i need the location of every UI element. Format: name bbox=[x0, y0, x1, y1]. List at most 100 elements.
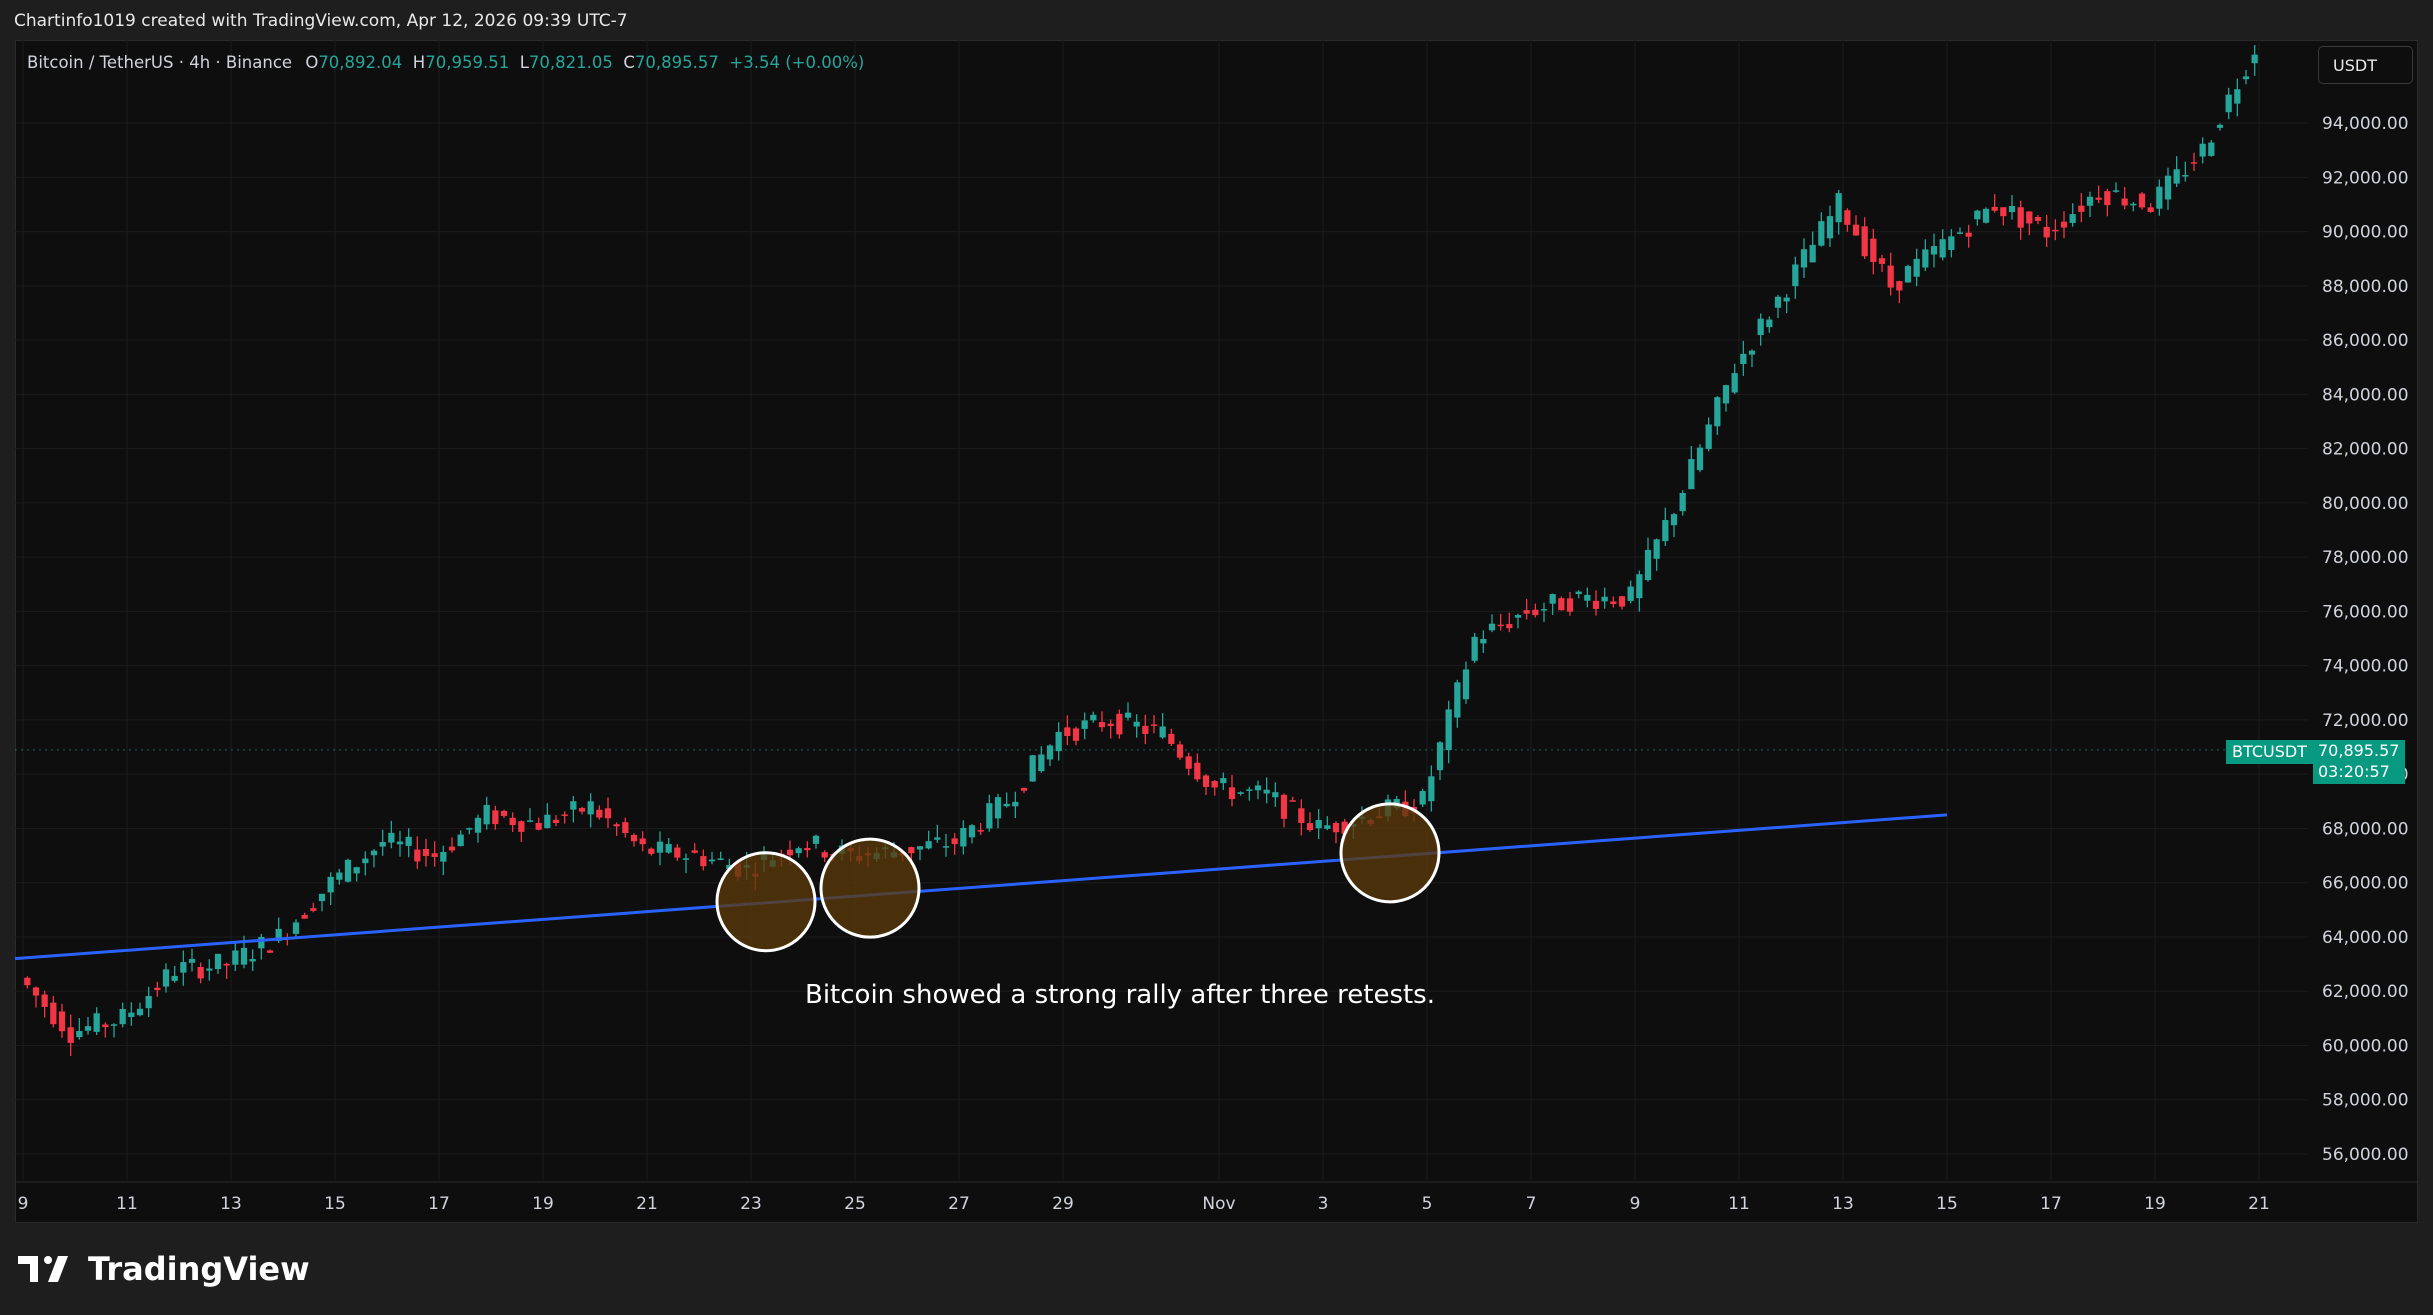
legend-low-label: L bbox=[519, 53, 529, 72]
candle-body bbox=[32, 987, 40, 996]
candle-body bbox=[639, 838, 646, 845]
candle-body bbox=[691, 850, 698, 853]
candle-body bbox=[1462, 669, 1470, 700]
legend-close-label: C bbox=[623, 53, 635, 72]
candle-body bbox=[448, 846, 456, 851]
candle-body bbox=[2078, 205, 2085, 212]
candle-body bbox=[301, 914, 308, 919]
candle-body bbox=[1064, 727, 1071, 737]
x-axis-tick-label: 29 bbox=[1052, 1194, 1074, 1214]
candle-body bbox=[2104, 191, 2111, 206]
candle-body bbox=[1878, 258, 1886, 264]
chart-pane[interactable] bbox=[15, 40, 2418, 1223]
candle-body bbox=[1298, 808, 1305, 823]
candle-body bbox=[1904, 266, 1912, 283]
x-axis-tick-label: 7 bbox=[1526, 1194, 1537, 1214]
candle-body bbox=[1653, 539, 1660, 559]
candle-body bbox=[1168, 733, 1175, 744]
candle-body bbox=[76, 1031, 83, 1038]
candle-body bbox=[1046, 745, 1054, 760]
candle-body bbox=[570, 801, 577, 810]
tradingview-logo[interactable]: TradingView bbox=[18, 1250, 310, 1288]
candle-body bbox=[2069, 214, 2076, 223]
candle-body bbox=[1332, 823, 1340, 833]
y-axis-tick-label: 60,000.00 bbox=[2322, 1036, 2409, 1056]
candle-body bbox=[102, 1024, 109, 1028]
candle-body bbox=[292, 922, 300, 934]
candle-body bbox=[1748, 350, 1756, 355]
y-axis-tick-label: 66,000.00 bbox=[2322, 874, 2409, 894]
candle-body bbox=[1757, 318, 1764, 336]
candle-body bbox=[1939, 239, 1946, 258]
x-axis-tick-label: 9 bbox=[1630, 1194, 1641, 1214]
candle-body bbox=[93, 1013, 100, 1032]
retest-marker-circle bbox=[1339, 802, 1441, 904]
header-attribution: Chartinfo1019 created with TradingView.c… bbox=[14, 11, 628, 31]
candle-body bbox=[1766, 319, 1773, 328]
candle-body bbox=[1012, 801, 1019, 807]
candle-body bbox=[388, 832, 395, 843]
candle-body bbox=[336, 872, 343, 880]
candle-body bbox=[1982, 208, 1990, 223]
candle-body bbox=[1974, 210, 1981, 220]
candle-body bbox=[67, 1027, 74, 1043]
candle-body bbox=[440, 851, 447, 862]
candle-body bbox=[1159, 726, 1166, 738]
candle-body bbox=[1792, 264, 1799, 287]
candle-body bbox=[1670, 514, 1678, 526]
x-axis-tick-label: 15 bbox=[324, 1194, 346, 1214]
candle-body bbox=[1341, 821, 1348, 834]
candle-body bbox=[700, 856, 707, 867]
candle-body bbox=[457, 834, 464, 847]
candle-body bbox=[1116, 713, 1123, 735]
currency-button[interactable]: USDT bbox=[2318, 46, 2413, 84]
candle-body bbox=[1506, 624, 1513, 629]
candle-body bbox=[110, 1024, 118, 1026]
legend-high-value: 70,959.51 bbox=[425, 53, 510, 72]
x-axis-tick-label: 3 bbox=[1318, 1194, 1329, 1214]
candle-body bbox=[1142, 725, 1149, 734]
x-axis-tick-label: 19 bbox=[2144, 1194, 2166, 1214]
candle-body bbox=[1826, 216, 1834, 239]
candle-body bbox=[1913, 258, 1920, 277]
candle-body bbox=[2208, 142, 2215, 156]
x-axis-tick-label: 11 bbox=[116, 1194, 138, 1214]
candle-body bbox=[1844, 210, 1851, 225]
candle-body bbox=[2060, 221, 2068, 228]
candle-body bbox=[362, 858, 369, 864]
candle-body bbox=[812, 835, 820, 844]
candle-body bbox=[1185, 756, 1192, 769]
candle-body bbox=[2043, 226, 2050, 238]
support-trendline bbox=[14, 813, 1948, 961]
candle-body bbox=[656, 841, 664, 853]
price-badge-ticker: BTCUSDT bbox=[2226, 740, 2313, 764]
candle-body bbox=[58, 1011, 66, 1032]
candle-body bbox=[162, 969, 170, 987]
candle-body bbox=[2034, 216, 2042, 221]
candle-body bbox=[1870, 238, 1877, 262]
candle-body bbox=[1081, 720, 1088, 729]
candle-body bbox=[1618, 596, 1626, 607]
candle-body bbox=[2173, 169, 2180, 184]
retest-marker-circle bbox=[715, 851, 817, 953]
y-axis-tick-label: 82,000.00 bbox=[2322, 440, 2409, 460]
candle-body bbox=[1696, 447, 1704, 471]
candle-body bbox=[50, 1002, 57, 1025]
legend-change: +3.54 (+0.00%) bbox=[729, 53, 865, 72]
candle-body bbox=[1315, 820, 1322, 829]
candle-body bbox=[1991, 206, 1998, 211]
chart-annotation: Bitcoin showed a strong rally after thre… bbox=[805, 980, 1435, 1010]
x-axis-tick-label: 21 bbox=[636, 1194, 658, 1214]
y-axis-tick-label: 84,000.00 bbox=[2322, 385, 2409, 405]
candle-body bbox=[968, 825, 976, 838]
candle-body bbox=[1003, 803, 1010, 807]
candle-body bbox=[613, 824, 620, 827]
candle-body bbox=[960, 827, 967, 847]
candle-body bbox=[24, 977, 31, 986]
candle-body bbox=[1688, 459, 1695, 490]
candle-body bbox=[1194, 762, 1201, 780]
candle-body bbox=[1428, 776, 1435, 802]
legend-high-label: H bbox=[412, 53, 426, 72]
candle-body bbox=[1627, 586, 1634, 601]
